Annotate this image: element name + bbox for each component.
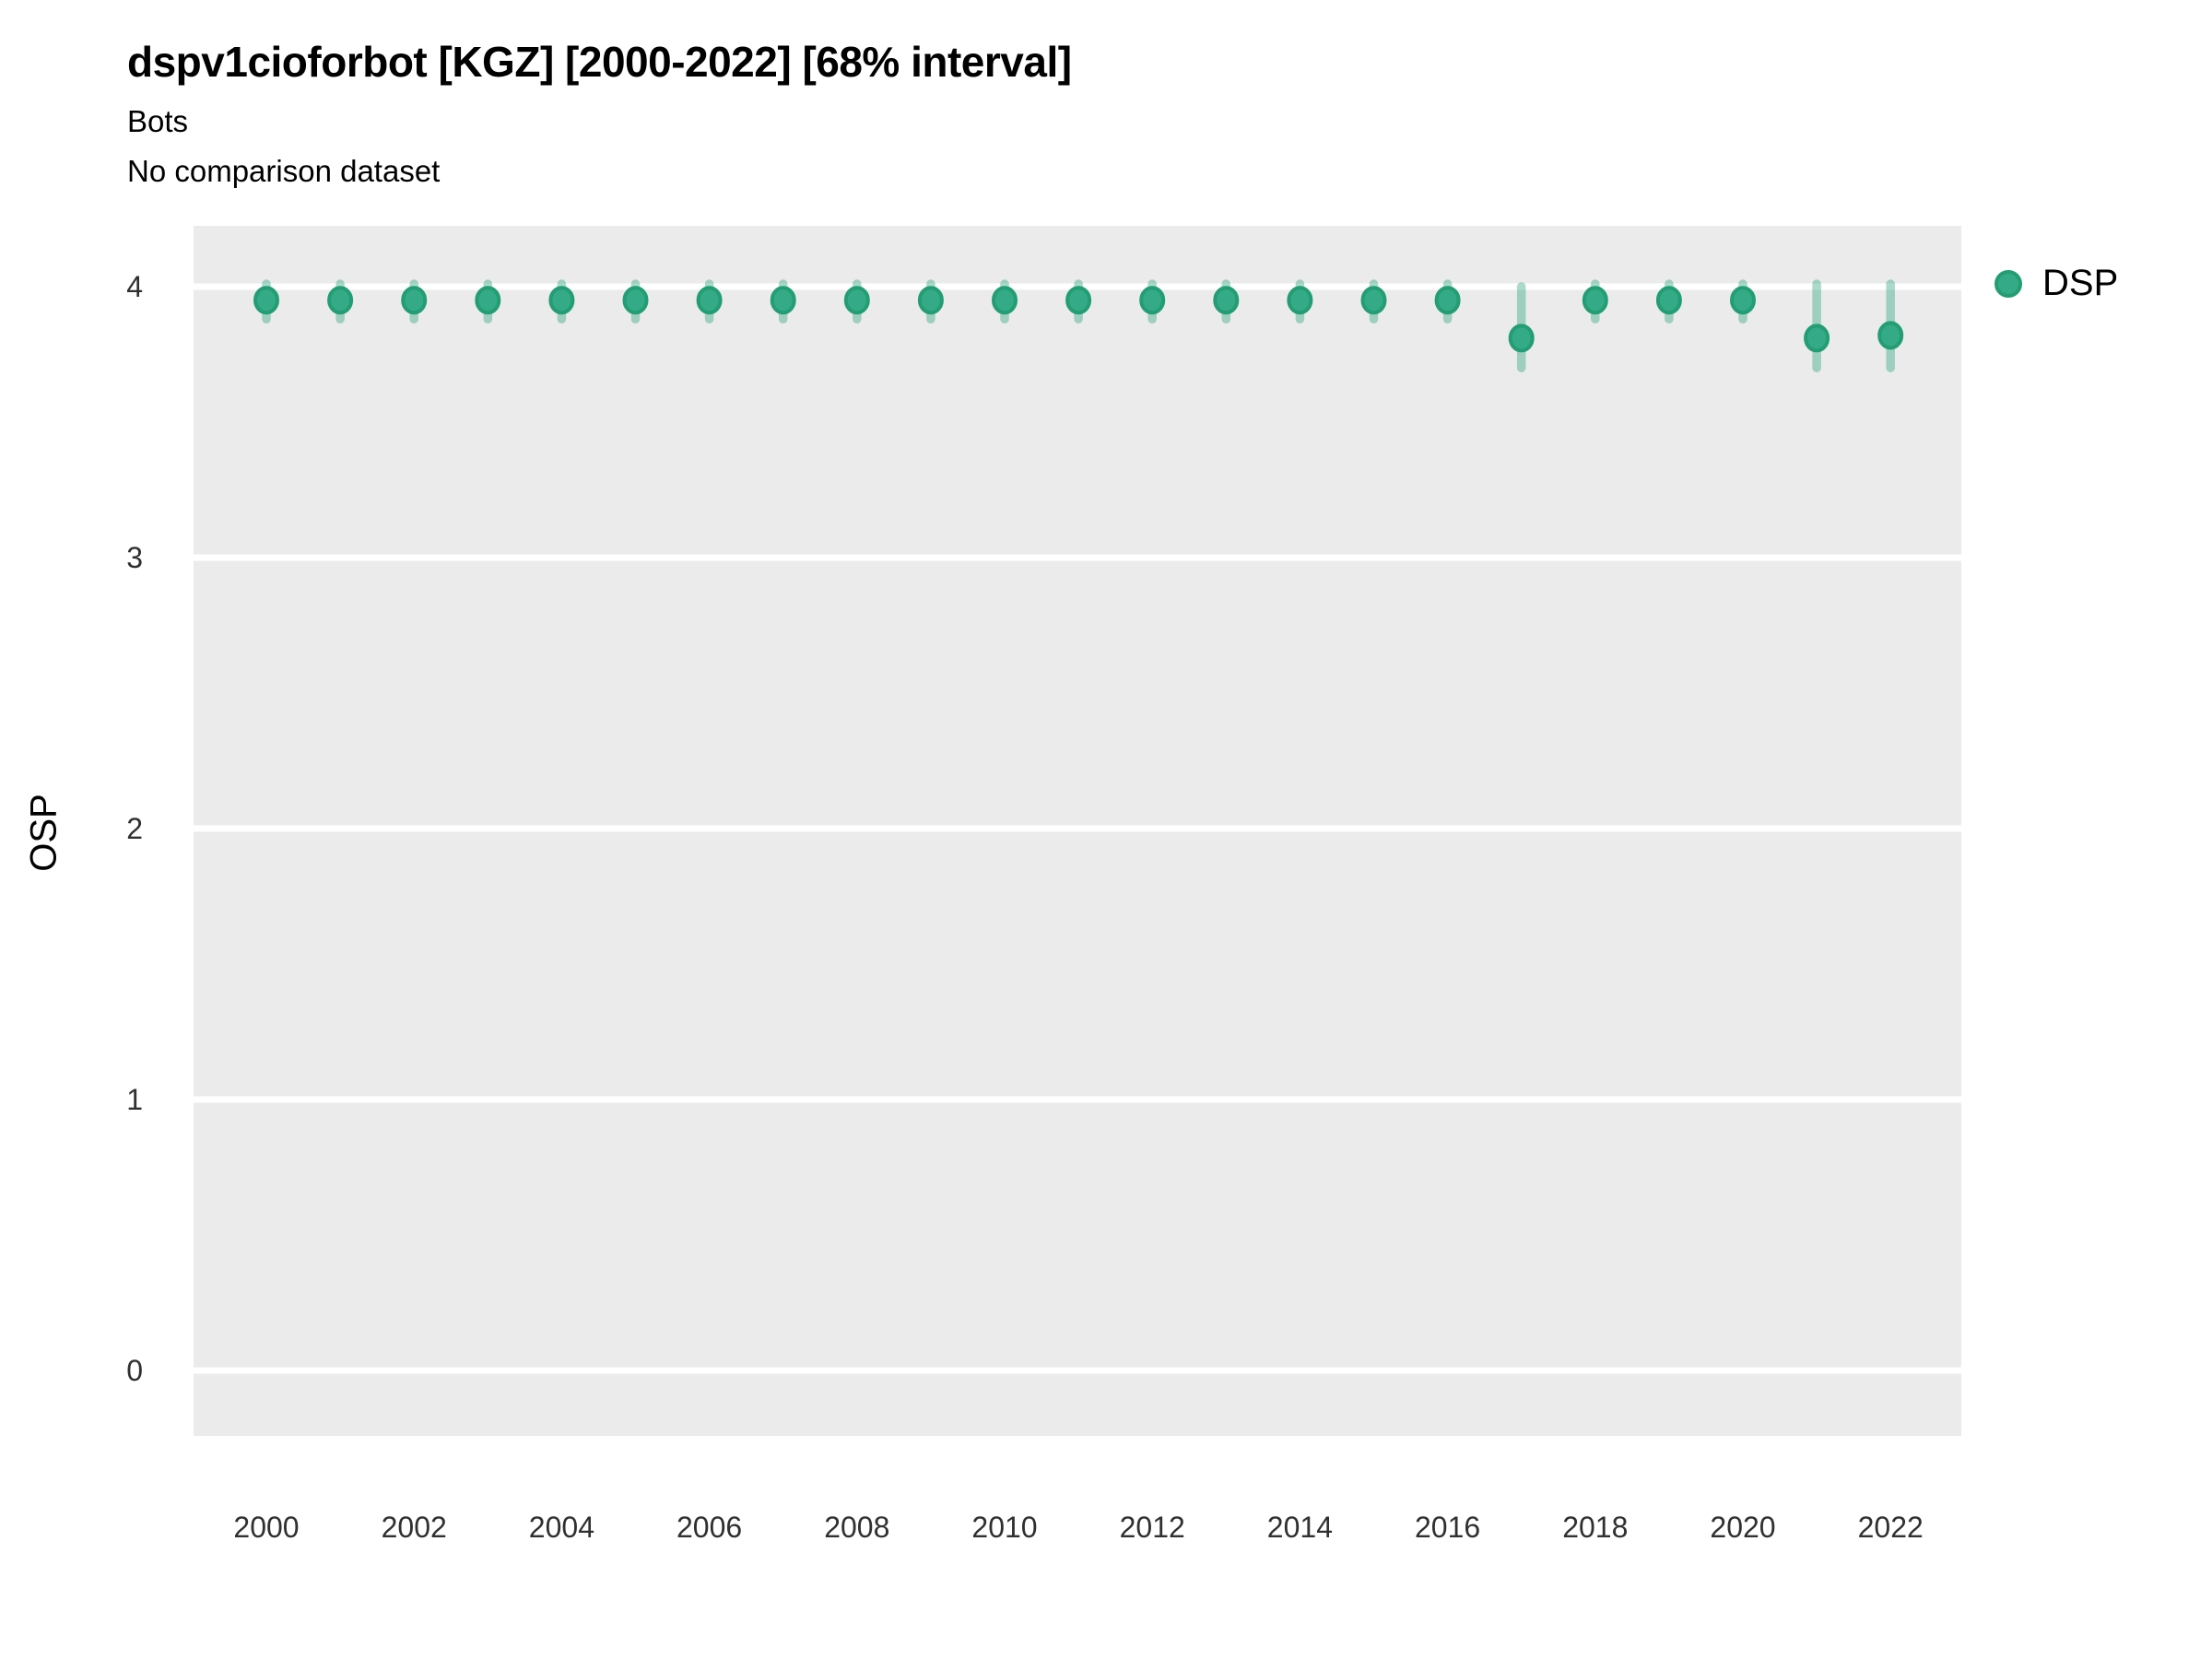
y-tick-label-2: 2 (126, 812, 143, 845)
x-tick-label-2018: 2018 (1562, 1511, 1628, 1544)
legend: DSP (1994, 263, 2118, 304)
point-2010 (992, 286, 1018, 315)
legend-dsp-dot-icon (1994, 269, 2022, 298)
point-2003 (475, 286, 501, 315)
legend-dsp-label: DSP (2042, 263, 2119, 303)
point-2017 (1508, 324, 1535, 353)
x-tick-label-2022: 2022 (1858, 1511, 1924, 1544)
x-tick-label-2020: 2020 (1710, 1511, 1775, 1544)
point-2021 (1804, 324, 1830, 353)
point-2002 (401, 286, 428, 315)
x-tick-label-2004: 2004 (529, 1511, 594, 1544)
chart-subtitle: Bots (127, 104, 189, 138)
point-2009 (917, 286, 944, 315)
point-2011 (1065, 286, 1092, 315)
point-2007 (770, 286, 796, 315)
point-2020 (1730, 286, 1756, 315)
point-2022 (1877, 321, 1904, 350)
x-tick-label-2000: 2000 (233, 1511, 299, 1544)
chart-title: dspv1cioforbot [KGZ] [2000-2022] [68% in… (127, 38, 1072, 86)
point-2015 (1360, 286, 1387, 315)
x-tick-label-2012: 2012 (1120, 1511, 1185, 1544)
point-2001 (327, 286, 354, 315)
point-2016 (1434, 286, 1461, 315)
point-2005 (622, 286, 649, 315)
y-tick-label-4: 4 (126, 270, 143, 303)
point-2012 (1139, 286, 1166, 315)
point-2013 (1213, 286, 1240, 315)
x-tick-label-2002: 2002 (382, 1511, 447, 1544)
x-tick-label-2016: 2016 (1415, 1511, 1480, 1544)
x-tick-label-2008: 2008 (824, 1511, 889, 1544)
x-tick-label-2014: 2014 (1267, 1511, 1333, 1544)
comparison-dataset-note: No comparison dataset (127, 154, 441, 188)
point-2008 (843, 286, 870, 315)
point-2014 (1287, 286, 1313, 315)
point-2006 (696, 286, 723, 315)
y-tick-label-1: 1 (126, 1083, 143, 1116)
point-2004 (548, 286, 575, 315)
y-tick-label-3: 3 (126, 541, 143, 574)
point-2018 (1582, 286, 1608, 315)
point-2000 (253, 286, 279, 315)
x-tick-label-2006: 2006 (677, 1511, 742, 1544)
point-2019 (1655, 286, 1682, 315)
y-tick-label-0: 0 (126, 1354, 143, 1387)
x-tick-label-2010: 2010 (971, 1511, 1037, 1544)
